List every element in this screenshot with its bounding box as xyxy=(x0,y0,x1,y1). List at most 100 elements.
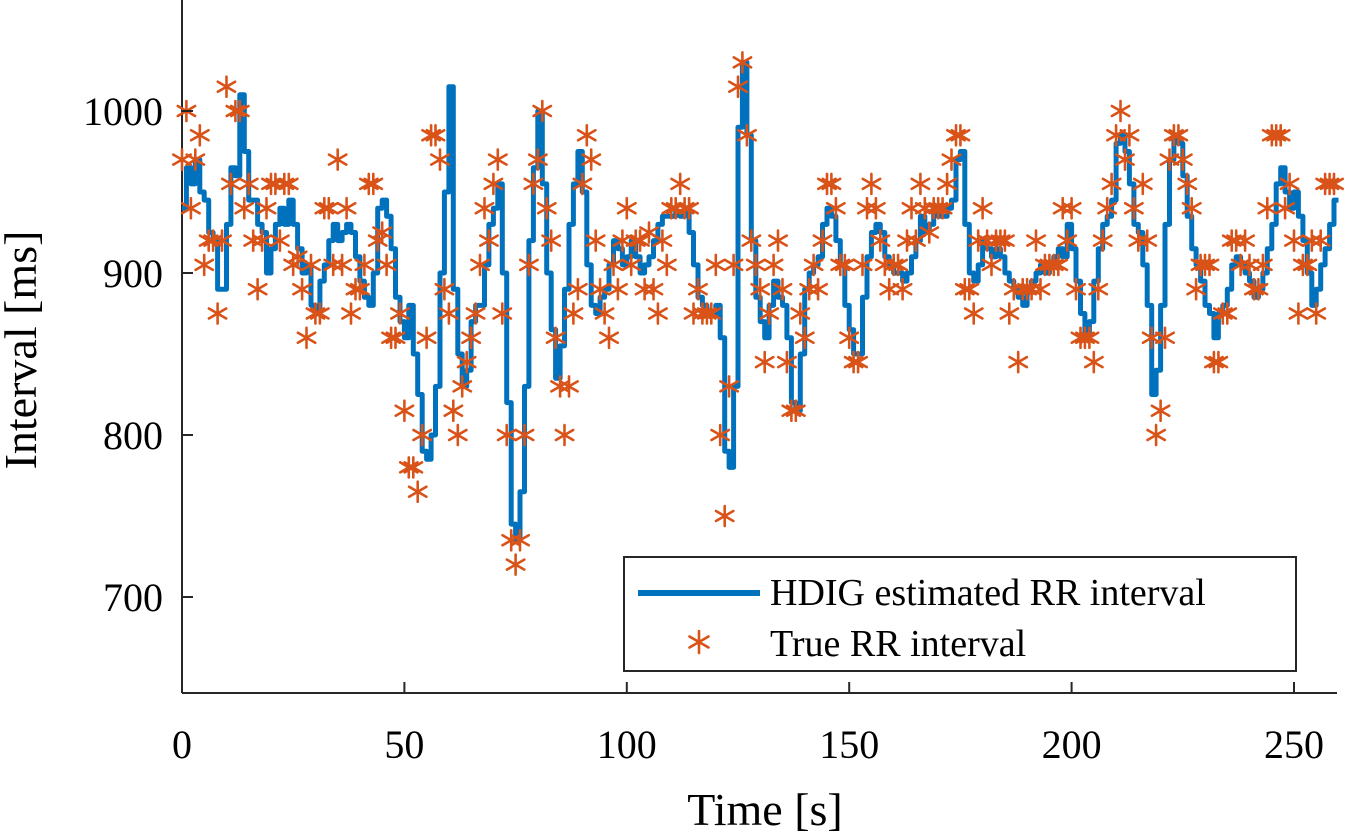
data-point-true xyxy=(278,172,299,196)
data-point-true xyxy=(919,221,940,244)
data-point-true xyxy=(888,253,909,277)
data-point-true xyxy=(696,302,717,325)
data-point-true xyxy=(834,253,855,277)
data-point-true xyxy=(1092,229,1113,252)
data-point-true xyxy=(492,302,513,325)
data-point-true xyxy=(207,302,228,325)
data-point-true xyxy=(950,124,971,147)
data-point-true xyxy=(1310,229,1331,252)
data-point-true xyxy=(723,253,744,277)
data-point-true xyxy=(1070,326,1091,350)
data-point-true xyxy=(243,229,264,252)
data-point-true xyxy=(932,196,953,220)
data-point-true xyxy=(483,172,504,196)
data-point-true xyxy=(852,253,873,277)
data-point-true xyxy=(1083,350,1104,374)
data-point-true xyxy=(741,229,762,252)
data-point-true xyxy=(621,253,642,277)
data-point-true xyxy=(394,399,415,423)
data-point-true xyxy=(1123,196,1144,220)
data-point-true xyxy=(674,196,695,220)
data-point-true xyxy=(1119,124,1140,147)
data-point-true xyxy=(945,124,966,147)
data-point-true xyxy=(865,196,886,220)
data-point-true xyxy=(567,277,588,301)
data-point-true xyxy=(572,172,593,196)
data-point-true xyxy=(883,253,904,277)
data-point-true xyxy=(1030,277,1051,301)
data-point-true xyxy=(861,172,882,196)
data-point-true xyxy=(545,326,566,350)
data-point-true xyxy=(585,229,606,252)
data-point-true xyxy=(1052,196,1073,220)
data-point-true xyxy=(1146,423,1167,447)
data-point-true xyxy=(1048,253,1069,277)
data-point-true xyxy=(812,229,833,252)
data-point-true xyxy=(808,277,829,301)
data-point-true xyxy=(416,326,437,350)
data-point-true xyxy=(1292,253,1313,277)
data-point-true xyxy=(403,456,424,479)
data-point-true xyxy=(216,75,237,98)
legend: HDIG estimated RR interval True RR inter… xyxy=(623,556,1297,672)
data-point-true xyxy=(1190,253,1211,277)
data-point-true xyxy=(634,277,655,301)
y-tick-label: 700 xyxy=(103,575,163,620)
data-point-true xyxy=(180,196,201,220)
data-point-true xyxy=(1075,326,1095,350)
data-point-true xyxy=(968,229,989,252)
data-point-true xyxy=(1319,172,1340,196)
data-point-true xyxy=(607,277,628,301)
data-point-true xyxy=(972,196,993,220)
series-line-estimated xyxy=(182,59,1339,543)
data-point-true xyxy=(1141,326,1162,350)
data-point-true xyxy=(656,253,677,277)
data-point-true xyxy=(1137,229,1158,252)
data-point-true xyxy=(643,277,664,301)
data-point-true xyxy=(300,253,322,277)
data-point-true xyxy=(1079,326,1100,350)
data-point-true xyxy=(234,196,255,220)
data-point-true xyxy=(349,277,370,301)
legend-marker-true xyxy=(688,629,710,655)
data-point-true xyxy=(897,229,918,252)
data-point-true xyxy=(1252,253,1273,277)
data-point-true xyxy=(923,196,944,220)
data-point-true xyxy=(705,253,726,277)
data-point-true xyxy=(1008,350,1029,374)
data-point-true xyxy=(1061,196,1082,220)
legend-label-estimated: HDIG estimated RR interval xyxy=(770,572,1206,614)
data-point-true xyxy=(616,196,637,220)
y-axis-title: Interval [ms] xyxy=(0,231,46,470)
data-point-true xyxy=(407,480,428,504)
data-point-true xyxy=(1039,253,1060,277)
data-point-true xyxy=(1279,172,1300,196)
x-tick-label: 50 xyxy=(384,722,424,767)
data-point-true xyxy=(372,221,393,244)
x-tick-label: 200 xyxy=(1042,722,1102,767)
data-point-true xyxy=(937,172,958,196)
data-point-true xyxy=(474,196,495,220)
data-point-true xyxy=(1324,172,1344,196)
data-point-true xyxy=(318,196,339,220)
data-point-true xyxy=(710,423,731,447)
data-point-true xyxy=(238,172,259,196)
data-point-true xyxy=(1097,196,1118,220)
data-point-true xyxy=(745,253,766,277)
data-point-true xyxy=(1101,172,1122,196)
data-point-true xyxy=(1248,277,1269,301)
data-point-true xyxy=(189,124,210,147)
data-point-true xyxy=(590,277,611,301)
data-point-true xyxy=(652,229,673,252)
data-point-true xyxy=(447,423,468,447)
data-point-true xyxy=(736,124,757,147)
data-point-true xyxy=(816,172,837,196)
data-point-true xyxy=(647,302,668,325)
data-point-true xyxy=(1066,277,1086,301)
data-point-true xyxy=(1275,196,1296,220)
x-tick-label: 100 xyxy=(597,722,657,767)
data-point-true xyxy=(856,196,878,220)
data-point-true xyxy=(305,302,326,325)
data-point-true xyxy=(532,99,553,123)
